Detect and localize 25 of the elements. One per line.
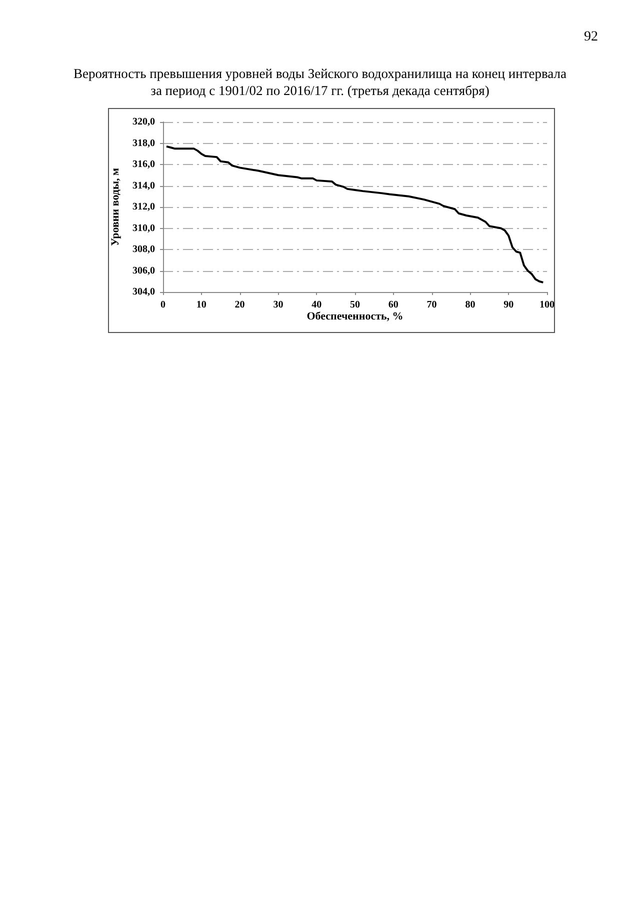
y-tick-label: 312,0: [132, 202, 155, 212]
x-tick-label: 100: [540, 300, 554, 310]
y-tick-label: 320,0: [132, 116, 155, 128]
y-tick-label: 314,0: [132, 180, 155, 192]
line-series: [165, 145, 544, 284]
x-tick-label: 90: [504, 300, 514, 310]
x-tick-label: 40: [312, 300, 322, 310]
x-tick-label: 80: [465, 300, 476, 310]
y-tick-label: 318,0: [132, 138, 155, 149]
x-tick-label: 10: [196, 300, 206, 310]
y-tick-label: 304,0: [132, 286, 155, 298]
x-tick-label: 20: [234, 300, 245, 310]
x-tick-label: 60: [388, 300, 398, 310]
y-tick-label: 316,0: [132, 159, 155, 170]
y-tick-label: 310,0: [132, 222, 155, 234]
y-tick-label: 306,0: [132, 265, 155, 276]
text: 92: [584, 30, 598, 44]
x-tick-label: 0: [160, 300, 166, 310]
chart-title: Вероятность превышения уровней воды Зейского водохранилища на конец интервала за период с 1901/02 по 2016/17 гг. (третья декада сентября): [74, 66, 566, 98]
x-axis-title: Обеспеченность, %: [306, 310, 404, 322]
y-axis-title: Уровни воды, м: [110, 167, 122, 246]
x-tick-label: 50: [350, 300, 360, 310]
x-tick-label: 70: [426, 300, 437, 310]
x-tick-label: 30: [273, 300, 284, 310]
y-tick-label: 308,0: [132, 244, 155, 255]
